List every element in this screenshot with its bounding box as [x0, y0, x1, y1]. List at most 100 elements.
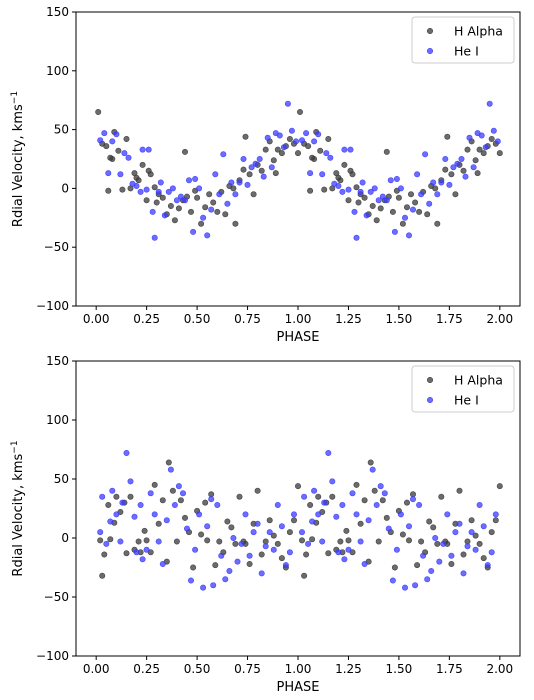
data-point — [147, 490, 154, 497]
data-point — [278, 555, 285, 562]
data-point — [367, 459, 374, 466]
data-point — [298, 137, 305, 144]
data-point — [222, 211, 229, 218]
data-point — [476, 501, 483, 508]
data-point — [357, 520, 364, 527]
x-tick-label: 1.00 — [285, 662, 312, 676]
data-point — [383, 148, 390, 155]
data-point — [393, 176, 400, 183]
data-point — [163, 517, 170, 524]
data-point — [284, 100, 291, 107]
data-point — [109, 156, 116, 163]
data-point — [119, 499, 126, 506]
data-point — [208, 496, 215, 503]
data-point — [301, 572, 308, 579]
data-point — [240, 156, 247, 163]
data-point — [430, 524, 437, 531]
data-point — [258, 570, 265, 577]
data-point — [464, 146, 471, 153]
data-point — [143, 186, 150, 193]
data-point — [105, 170, 112, 177]
data-point — [345, 546, 352, 553]
data-point — [228, 524, 235, 531]
data-point — [369, 466, 376, 473]
data-point — [224, 518, 231, 525]
data-point — [460, 167, 467, 174]
data-point — [141, 527, 148, 534]
data-point — [418, 538, 425, 545]
data-point — [228, 179, 235, 186]
data-point — [397, 185, 404, 192]
y-tick-label: 50 — [54, 472, 69, 486]
data-point — [250, 191, 257, 198]
data-point — [317, 147, 324, 154]
data-point — [113, 493, 120, 500]
data-point — [416, 208, 423, 215]
data-point — [349, 490, 356, 497]
data-point — [407, 191, 414, 198]
data-point — [353, 184, 360, 191]
data-point — [472, 546, 479, 553]
data-point — [109, 487, 116, 494]
data-point — [361, 560, 368, 567]
data-point — [252, 160, 259, 167]
data-point — [492, 511, 499, 518]
data-point — [196, 511, 203, 518]
data-point — [177, 497, 184, 504]
data-point — [171, 217, 178, 224]
data-point — [202, 204, 209, 211]
data-point — [452, 529, 459, 536]
data-point — [436, 558, 443, 565]
data-point — [218, 552, 225, 559]
data-point — [292, 138, 299, 145]
y-tick-label: 100 — [46, 64, 69, 78]
y-tick-label: −50 — [44, 590, 69, 604]
x-tick-label: 1.75 — [436, 662, 463, 676]
data-point — [371, 185, 378, 192]
data-point — [175, 205, 182, 212]
data-point — [234, 558, 241, 565]
data-point — [480, 150, 487, 157]
data-point — [456, 520, 463, 527]
data-point — [434, 220, 441, 227]
data-point — [151, 481, 158, 488]
data-point — [492, 517, 499, 524]
data-point — [123, 449, 130, 456]
data-point — [361, 497, 368, 504]
data-point — [198, 531, 205, 538]
data-point — [399, 220, 406, 227]
data-point — [448, 560, 455, 567]
data-point — [377, 205, 384, 212]
data-point — [353, 511, 360, 518]
data-point — [305, 540, 312, 547]
data-point — [424, 576, 431, 583]
data-point — [155, 538, 162, 545]
series-1 — [95, 109, 503, 227]
scatter-points — [97, 449, 503, 591]
data-point — [303, 551, 310, 558]
data-point — [345, 197, 352, 204]
data-point — [204, 523, 211, 530]
data-point — [420, 552, 427, 559]
data-point — [418, 191, 425, 198]
data-point — [401, 214, 408, 221]
data-point — [210, 582, 217, 589]
data-point — [212, 562, 219, 569]
scatter-points — [95, 100, 503, 241]
data-point — [133, 183, 140, 190]
data-point — [97, 537, 104, 544]
data-point — [474, 170, 481, 177]
x-axis-label: PHASE — [277, 680, 320, 695]
y-tick-label: −100 — [36, 649, 69, 663]
data-point — [365, 517, 372, 524]
data-point — [188, 208, 195, 215]
data-point — [240, 166, 247, 173]
legend-marker — [426, 27, 433, 34]
x-tick-label: 0.00 — [83, 312, 110, 326]
data-point — [311, 487, 318, 494]
y-tick-label: 0 — [61, 531, 69, 545]
data-point — [416, 501, 423, 508]
data-point — [434, 191, 441, 198]
data-point — [305, 143, 312, 150]
data-point — [357, 538, 364, 545]
